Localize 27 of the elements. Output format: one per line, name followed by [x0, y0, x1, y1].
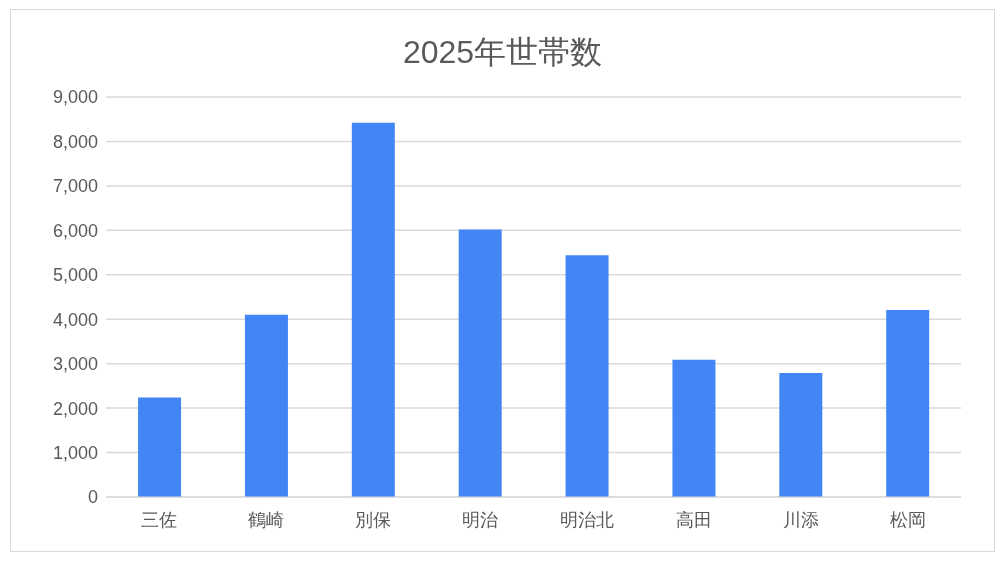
bar [886, 309, 930, 497]
y-tick-label: 9,000 [52, 87, 98, 108]
x-tick-label: 高田 [675, 509, 712, 530]
bar [351, 122, 395, 497]
y-tick-label: 7,000 [52, 176, 98, 197]
y-tick-label: 5,000 [52, 265, 98, 286]
bar [458, 229, 502, 497]
y-tick-label: 3,000 [52, 354, 98, 375]
x-tick-label: 三佐 [141, 509, 178, 530]
y-tick-label: 0 [87, 487, 98, 508]
chart-title: 2025年世帯数 [401, 33, 604, 72]
bar [244, 314, 288, 497]
bar [565, 255, 609, 497]
bar [138, 397, 182, 497]
x-tick-label: 松岡 [889, 509, 926, 530]
y-tick-label: 6,000 [52, 220, 98, 241]
bar [672, 359, 716, 497]
x-tick-label: 明治 [462, 509, 499, 530]
x-tick-label: 明治北 [559, 509, 614, 530]
y-tick-label: 1,000 [52, 442, 98, 463]
y-tick-label: 4,000 [52, 309, 98, 330]
bar [779, 373, 823, 497]
y-tick-label: 8,000 [52, 131, 98, 152]
y-tick-label: 2,000 [52, 398, 98, 419]
x-tick-label: 鶴崎 [248, 509, 285, 530]
x-tick-label: 川添 [782, 509, 819, 530]
x-tick-label: 別保 [355, 509, 392, 530]
